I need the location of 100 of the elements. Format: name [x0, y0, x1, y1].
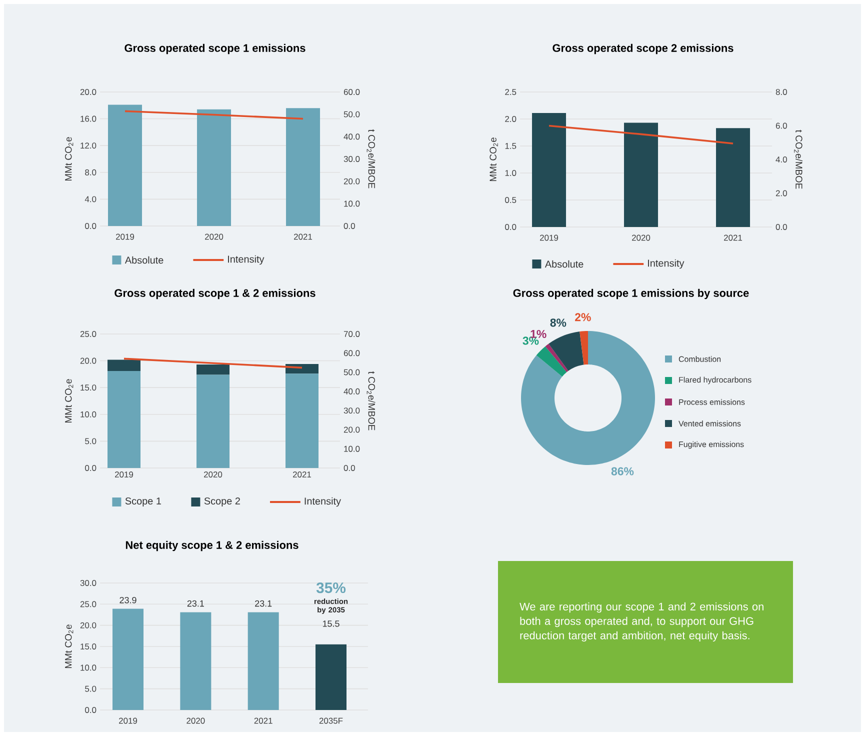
bar — [532, 113, 566, 227]
data-label: 86% — [611, 467, 634, 476]
y2-tick-label: 2.0 — [776, 190, 787, 196]
y2-tick-label: 30.0 — [344, 408, 360, 414]
data-label: 23.9 — [120, 596, 136, 604]
bar — [112, 608, 144, 710]
y-tick-label: 0.0 — [85, 464, 96, 471]
x-tick-label: 2019 — [119, 718, 138, 724]
y-tick-label: 5.0 — [85, 686, 96, 692]
y-tick-label: 20.0 — [80, 88, 96, 95]
y-tick-label: 1.0 — [505, 170, 516, 176]
y2-tick-label: 60.0 — [344, 88, 360, 95]
y2-tick-label: 20.0 — [344, 178, 360, 184]
legend-label: Absolute — [124, 256, 164, 264]
y-tick-label: 16.0 — [80, 116, 96, 122]
y-tick-label: 5.0 — [85, 438, 96, 444]
y-tick-label: 2.0 — [505, 116, 516, 122]
y-tick-label: 25.0 — [80, 330, 96, 337]
bar — [248, 612, 279, 710]
y-tick-label: 15.0 — [80, 384, 96, 391]
x-tick-label: 2020 — [204, 472, 222, 478]
annotation: 35% — [316, 582, 346, 594]
y-axis-title: MMt CO$_{2}$e — [490, 138, 498, 182]
x-tick-label: 2021 — [724, 234, 742, 241]
x-tick-label: 2035F — [319, 718, 343, 724]
y-axis-title: MMt CO$_{2}$e — [65, 137, 74, 181]
y-tick-label: 0.0 — [85, 222, 96, 229]
data-label: 2% — [575, 313, 591, 322]
y2-tick-label: 60.0 — [344, 350, 360, 356]
legend-label: Absolute — [544, 260, 584, 268]
bar — [624, 122, 658, 227]
bar — [286, 374, 319, 468]
data-label: 8% — [550, 318, 566, 327]
y2-tick-label: 50.0 — [344, 111, 360, 118]
y2-tick-label: 0.0 — [344, 222, 355, 229]
data-label: 3% — [522, 336, 539, 345]
y2-tick-label: 6.0 — [776, 122, 787, 129]
y-axis-title: MMt CO$_{2}$e — [65, 379, 74, 423]
x-tick-label: 2019 — [540, 234, 558, 241]
x-tick-label: 2020 — [205, 234, 224, 240]
y2-tick-label: 50.0 — [344, 369, 360, 376]
y2-axis-title: t CO$_{2}$e/MBOE — [366, 129, 376, 188]
y2-tick-label: 30.0 — [344, 156, 360, 162]
y-tick-label: 10.0 — [80, 411, 96, 418]
bar — [716, 128, 750, 227]
x-tick-label: 2019 — [116, 234, 134, 240]
legend-label: Intensity — [648, 259, 684, 269]
x-tick-label: 2020 — [632, 234, 650, 241]
y-tick-label: 4.0 — [84, 196, 96, 202]
legend-label: Intensity — [304, 497, 342, 507]
chart-title: Gross operated scope 1 & 2 emissions — [114, 288, 316, 300]
chart-title: Gross operated scope 1 emissions — [124, 44, 306, 54]
bar — [196, 374, 230, 468]
legend-label: Scope 1 — [125, 497, 161, 506]
x-tick-label: 2021 — [294, 234, 312, 240]
x-tick-label: 2020 — [186, 718, 205, 724]
y-tick-label: 0.5 — [505, 196, 516, 203]
bar — [196, 364, 230, 375]
bar — [180, 612, 212, 710]
y-tick-label: 0.0 — [505, 224, 516, 230]
chart-title: Gross operated scope 1 emissions by source — [513, 288, 749, 300]
x-tick-label: 2021 — [293, 472, 312, 478]
y-tick-label: 2.5 — [505, 88, 516, 95]
y-tick-label: 12.0 — [80, 142, 96, 149]
y-tick-label: 0.0 — [85, 706, 96, 713]
y-tick-label: 20.0 — [80, 358, 96, 364]
y2-tick-label: 10.0 — [344, 446, 360, 452]
data-label: 23.1 — [255, 600, 272, 607]
y-tick-label: 1.5 — [505, 143, 516, 149]
x-tick-label: 2021 — [254, 718, 272, 724]
y2-tick-label: 8.0 — [776, 89, 787, 95]
chart-title: Net equity scope 1 & 2 emissions — [126, 540, 298, 552]
y2-axis-title: t CO$_{2}$e/MBOE — [794, 130, 803, 189]
x-tick-label: 2019 — [115, 472, 134, 478]
y2-tick-label: 10.0 — [344, 200, 360, 207]
legend-label: Intensity — [228, 255, 264, 265]
legend-label: Scope 2 — [204, 497, 240, 506]
data-label: 23.1 — [187, 600, 204, 607]
y-tick-label: 15.0 — [80, 643, 96, 650]
bar — [108, 370, 141, 468]
y2-tick-label: 20.0 — [344, 426, 360, 433]
y-tick-label: 8.0 — [85, 169, 96, 176]
data-label: 1% — [530, 330, 546, 338]
y2-tick-label: 40.0 — [344, 388, 360, 394]
text: We are reporting our scope 1 and 2 emissions on both a gross operated and, to support our GHG reduction target and ambition, net equity basis. — [520, 602, 764, 642]
y-tick-label: 30.0 — [80, 580, 96, 586]
y2-tick-label: 0.0 — [776, 224, 787, 230]
data-label: 15.5 — [322, 620, 340, 627]
bar — [108, 360, 141, 371]
y2-tick-label: 40.0 — [344, 134, 360, 140]
y2-tick-label: 0.0 — [344, 464, 355, 471]
y-tick-label: 25.0 — [80, 601, 96, 608]
y-tick-label: 10.0 — [80, 664, 96, 671]
y-tick-label: 20.0 — [80, 622, 96, 628]
y2-axis-title: t CO$_{2}$e/MBOE — [366, 371, 376, 430]
chart-title: Gross operated scope 2 emissions — [552, 44, 734, 54]
y-axis-title: MMt CO$_{2}$e — [65, 624, 74, 668]
y2-tick-label: 70.0 — [344, 330, 360, 337]
bar — [316, 644, 347, 710]
y2-tick-label: 4.0 — [776, 156, 787, 162]
